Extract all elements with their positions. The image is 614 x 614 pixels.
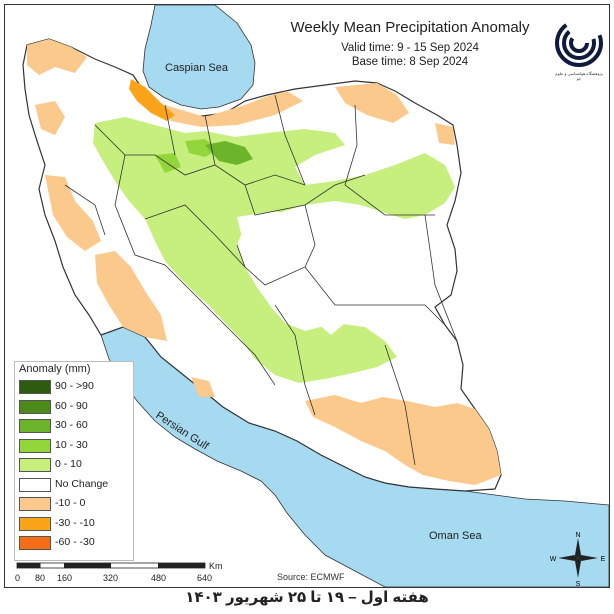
legend-label: -10 - 0 [55, 497, 86, 509]
scale-tick-80: 80 [35, 573, 46, 583]
map-frame: Caspian Sea Persian Gulf Oman Sea Weekly… [4, 4, 610, 588]
legend-label: 60 - 90 [55, 399, 88, 412]
legend-swatch [19, 536, 51, 550]
scale-bar: Km 0 80 160 320 480 640 [15, 561, 225, 585]
logo-text: پژوهشگاه هواشناسی و علوم جو [555, 71, 603, 81]
legend-swatch [19, 419, 51, 433]
legend-swatch [19, 458, 51, 472]
no-change-holes [237, 207, 435, 335]
legend-swatch [19, 438, 51, 453]
valid-time: Valid time: 9 - 15 Sep 2024 [341, 42, 479, 54]
week-caption: هفته اول – ۱۹ تا ۲۵ شهریور ۱۴۰۳ [185, 589, 429, 606]
legend-swatch [19, 516, 51, 531]
map-title: Weekly Mean Precipitation Anomaly [290, 19, 530, 36]
legend: Anomaly (mm) 90 - >90 60 - 90 30 - 60 10 - … [14, 361, 134, 561]
legend-item: 0 - 10 [19, 458, 131, 472]
legend-item: No Change [19, 477, 131, 492]
positive-anomaly-strong [205, 141, 253, 165]
scale-tick-640: 640 [197, 573, 213, 583]
scale-tick-160: 160 [57, 573, 73, 583]
positive-anomaly-light [93, 117, 455, 383]
legend-label: No Change [55, 477, 109, 490]
scale-tick-320: 320 [103, 573, 119, 583]
legend-item: -60 - -30 [19, 536, 131, 550]
legend-item: 90 - >90 [19, 380, 131, 394]
logo-icon [555, 19, 603, 67]
data-source: Source: ECMWF [277, 572, 345, 582]
legend-label: 30 - 60 [55, 419, 88, 431]
caspian-sea [142, 5, 256, 110]
legend-title: Anomaly (mm) [19, 363, 91, 375]
scale-tick-480: 480 [151, 573, 167, 583]
legend-item: -30 - -10 [19, 516, 131, 531]
scale-unit: Km [209, 561, 223, 571]
legend-label: 10 - 30 [55, 438, 88, 451]
compass-s: S [576, 581, 581, 586]
legend-item: -10 - 0 [19, 497, 131, 511]
compass-rose-icon: N S W E [550, 532, 606, 586]
base-time: Base time: 8 Sep 2024 [351, 56, 469, 68]
legend-label: 90 - >90 [55, 380, 94, 392]
legend-swatch [19, 477, 51, 492]
caspian-sea-label: Caspian Sea [165, 62, 229, 74]
precipitation-anomaly-map: Caspian Sea Persian Gulf Oman Sea [22, 5, 609, 587]
province-borders [64, 94, 458, 466]
scale-tick-0: 0 [15, 573, 21, 583]
legend-item: 60 - 90 [19, 399, 131, 414]
legend-item: 10 - 30 [19, 438, 131, 453]
legend-swatch [19, 497, 51, 511]
compass-w: W [550, 556, 557, 563]
oman-sea-label: Oman Sea [429, 530, 482, 542]
strong-negative-anomaly [129, 79, 175, 121]
organization-logo: پژوهشگاه هواشناسی و علوم جو [553, 17, 605, 87]
legend-item: 30 - 60 [19, 419, 131, 433]
compass-e: E [601, 556, 606, 563]
legend-swatch [19, 380, 51, 394]
legend-label: -60 - -30 [55, 536, 95, 548]
legend-label: -30 - -10 [55, 516, 95, 529]
negative-anomaly-areas [27, 39, 501, 485]
compass-n: N [575, 532, 580, 539]
scale-bar-graphic [16, 562, 206, 569]
legend-label: 0 - 10 [55, 458, 82, 470]
legend-swatch [19, 399, 51, 414]
